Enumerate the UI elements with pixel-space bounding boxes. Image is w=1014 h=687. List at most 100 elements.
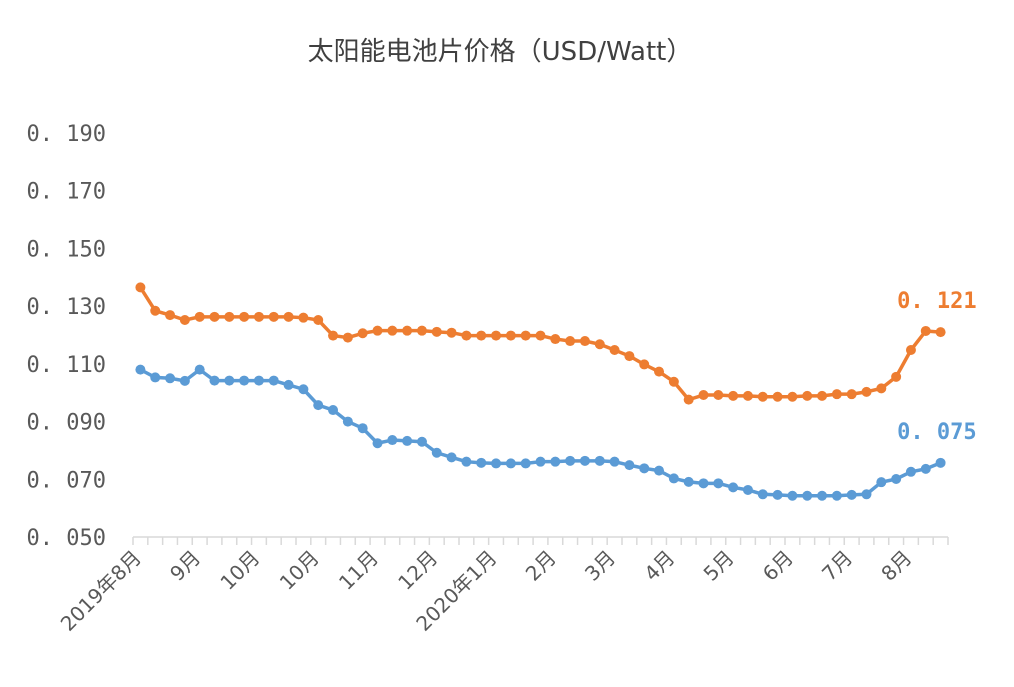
- data-point: [491, 330, 502, 341]
- data-point: [179, 314, 190, 325]
- x-tick-label: 3月: [580, 546, 620, 586]
- end-data-label: 0. 121: [897, 289, 976, 314]
- data-point: [461, 330, 472, 341]
- data-point: [253, 311, 264, 322]
- data-point: [742, 390, 753, 401]
- y-tick-label: 0. 170: [27, 180, 106, 205]
- data-point: [224, 311, 235, 322]
- chart-title: 太阳能电池片价格（USD/Watt）: [308, 37, 693, 67]
- data-point: [594, 455, 605, 466]
- data-point: [579, 336, 590, 347]
- data-point: [861, 386, 872, 397]
- data-point: [935, 457, 946, 468]
- data-point: [550, 456, 561, 467]
- data-point: [520, 458, 531, 469]
- data-point: [668, 473, 679, 484]
- data-point: [905, 345, 916, 356]
- data-point: [402, 435, 413, 446]
- data-point: [817, 490, 828, 501]
- data-point: [624, 351, 635, 362]
- x-tick-label: 2月: [521, 546, 561, 586]
- series-line: [139, 367, 942, 498]
- data-point: [668, 376, 679, 387]
- data-point: [905, 466, 916, 477]
- data-point: [431, 447, 442, 458]
- end-data-label: 0. 075: [897, 420, 976, 445]
- x-tick-label: 10月: [215, 546, 264, 595]
- data-point: [239, 375, 250, 386]
- data-point: [505, 458, 516, 469]
- data-point: [342, 416, 353, 427]
- data-point: [713, 390, 724, 401]
- data-point: [565, 336, 576, 347]
- data-point: [150, 305, 161, 316]
- plot-area: 0. 121 0. 075: [135, 282, 977, 501]
- data-point: [802, 390, 813, 401]
- data-point: [891, 473, 902, 484]
- data-point: [550, 334, 561, 345]
- x-tick-label: 4月: [639, 546, 679, 586]
- data-point: [135, 282, 146, 293]
- data-point: [535, 330, 546, 341]
- data-point: [328, 330, 339, 341]
- data-point: [268, 311, 279, 322]
- data-point: [298, 312, 309, 323]
- data-point: [283, 311, 294, 322]
- data-point: [446, 452, 457, 463]
- data-point: [535, 456, 546, 467]
- data-point: [609, 456, 620, 467]
- data-point: [328, 405, 339, 416]
- data-point: [698, 478, 709, 489]
- data-point: [772, 391, 783, 402]
- data-point: [313, 314, 324, 325]
- data-point: [639, 359, 650, 370]
- data-point: [520, 330, 531, 341]
- data-point: [876, 383, 887, 394]
- data-point: [476, 330, 487, 341]
- data-point: [742, 484, 753, 495]
- data-point: [372, 325, 383, 336]
- data-point: [357, 328, 368, 339]
- y-tick-label: 0. 190: [27, 122, 106, 147]
- x-tick-label: 12月: [393, 546, 442, 595]
- x-tick-label: 11月: [334, 546, 383, 595]
- data-point: [861, 489, 872, 500]
- data-point: [387, 325, 398, 336]
- y-tick-label: 0. 110: [27, 353, 106, 378]
- data-point: [683, 394, 694, 405]
- data-point: [654, 366, 665, 377]
- data-point: [446, 327, 457, 338]
- data-point: [831, 490, 842, 501]
- x-tick-label: 10月: [275, 546, 324, 595]
- data-point: [165, 373, 176, 384]
- data-point: [728, 482, 739, 493]
- data-point: [150, 372, 161, 383]
- data-point: [357, 423, 368, 434]
- data-point: [416, 325, 427, 336]
- x-tick-label: 7月: [817, 546, 857, 586]
- data-point: [891, 371, 902, 382]
- data-point: [268, 375, 279, 386]
- data-point: [342, 332, 353, 343]
- data-point: [402, 325, 413, 336]
- x-tick-label: 5月: [699, 546, 739, 586]
- data-point: [713, 478, 724, 489]
- series-1: 0. 075: [135, 364, 977, 501]
- data-point: [683, 476, 694, 487]
- data-point: [194, 364, 205, 375]
- data-point: [283, 379, 294, 390]
- y-tick-label: 0. 130: [27, 295, 106, 320]
- y-axis: 0. 050 0. 070 0. 090 0. 110 0. 130 0. 150 0. 1…: [27, 122, 106, 551]
- data-point: [491, 458, 502, 469]
- data-point: [313, 400, 324, 411]
- data-point: [920, 325, 931, 336]
- data-point: [639, 463, 650, 474]
- data-point: [505, 330, 516, 341]
- x-tick-label: 6月: [758, 546, 798, 586]
- data-point: [165, 310, 176, 321]
- data-point: [594, 339, 605, 350]
- y-tick-label: 0. 150: [27, 237, 106, 262]
- data-point: [728, 390, 739, 401]
- y-tick-label: 0. 090: [27, 411, 106, 436]
